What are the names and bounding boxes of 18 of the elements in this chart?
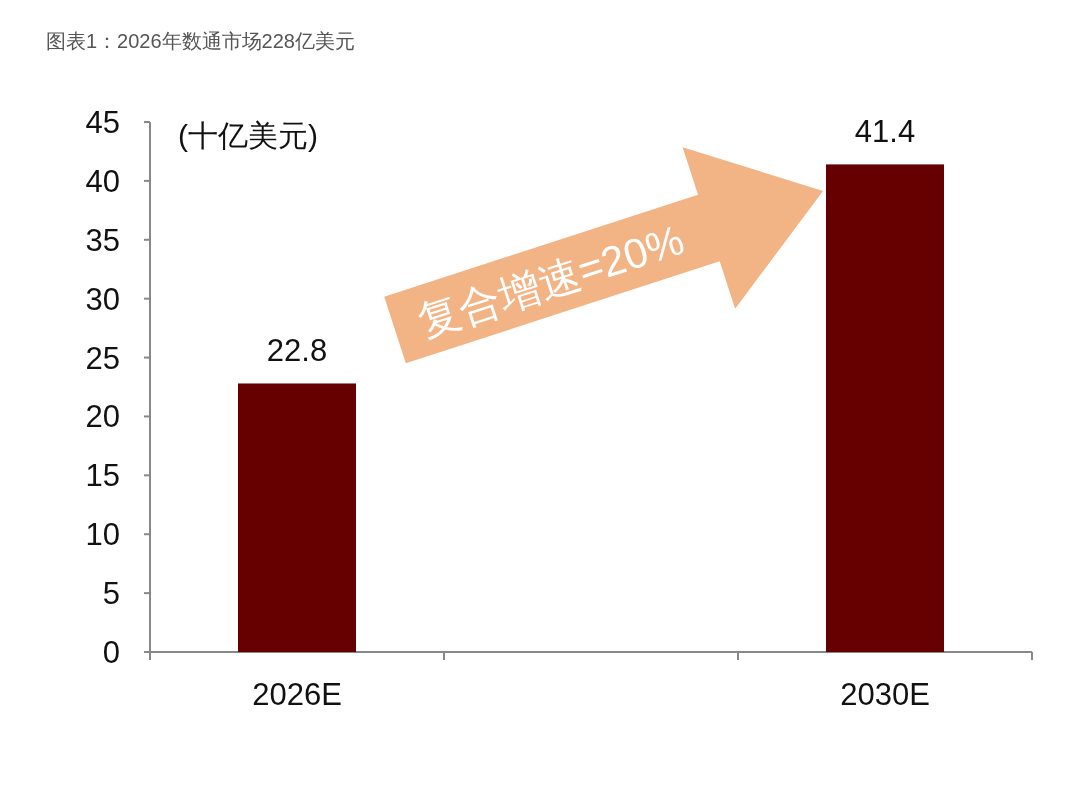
picture-arrow: 复合增速=20% <box>384 147 823 364</box>
x-tick-label: 2030E <box>840 677 930 712</box>
data-label: 22.8 <box>266 333 328 369</box>
y-tick-label: 35 <box>85 222 120 258</box>
chart-title: 图表1：2026年数通市场228亿美元 <box>46 30 355 52</box>
y-tick-label: 40 <box>85 163 120 199</box>
y-tick-label: 45 <box>85 105 120 140</box>
annotation: 复合增速=20% <box>411 215 690 347</box>
y-tick-label: 25 <box>85 340 120 376</box>
y-tick-label: 30 <box>85 281 120 317</box>
y-tick-label: 5 <box>102 576 120 612</box>
y-tick-label: 0 <box>102 635 120 670</box>
y-tick-label: 10 <box>85 517 120 553</box>
y-axis-title: (十亿美元) <box>178 119 318 152</box>
y-tick-label: 20 <box>85 399 120 435</box>
y-tick-label: 15 <box>85 458 120 494</box>
x-tick-label: 2026E <box>252 677 342 712</box>
data-label: 41.4 <box>854 114 916 150</box>
